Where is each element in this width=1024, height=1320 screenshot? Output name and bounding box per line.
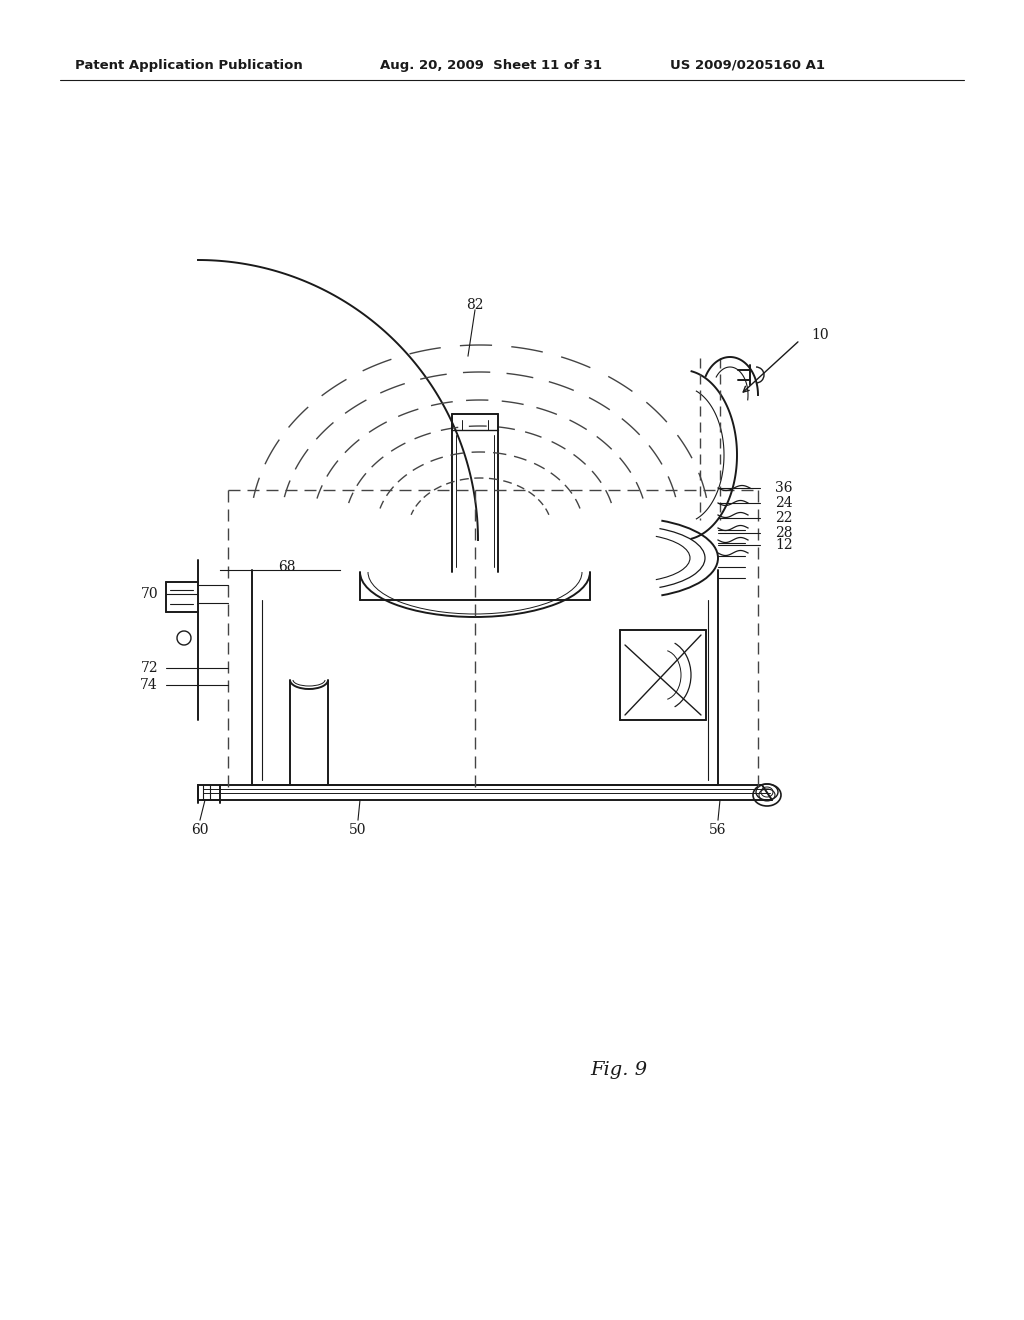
Text: 22: 22 (775, 511, 793, 525)
Text: 36: 36 (775, 480, 793, 495)
Text: 28: 28 (775, 525, 793, 540)
Text: 24: 24 (775, 496, 793, 510)
Text: 70: 70 (140, 587, 158, 601)
Text: Aug. 20, 2009  Sheet 11 of 31: Aug. 20, 2009 Sheet 11 of 31 (380, 58, 602, 71)
Text: 50: 50 (349, 822, 367, 837)
Text: 56: 56 (710, 822, 727, 837)
Text: 10: 10 (811, 327, 828, 342)
Text: 68: 68 (279, 560, 296, 574)
Text: 74: 74 (140, 678, 158, 692)
Text: 12: 12 (775, 539, 793, 552)
Text: Patent Application Publication: Patent Application Publication (75, 58, 303, 71)
Text: 72: 72 (140, 661, 158, 675)
Text: 60: 60 (191, 822, 209, 837)
Text: US 2009/0205160 A1: US 2009/0205160 A1 (670, 58, 825, 71)
Text: Fig. 9: Fig. 9 (590, 1061, 647, 1078)
Text: 82: 82 (466, 298, 483, 312)
